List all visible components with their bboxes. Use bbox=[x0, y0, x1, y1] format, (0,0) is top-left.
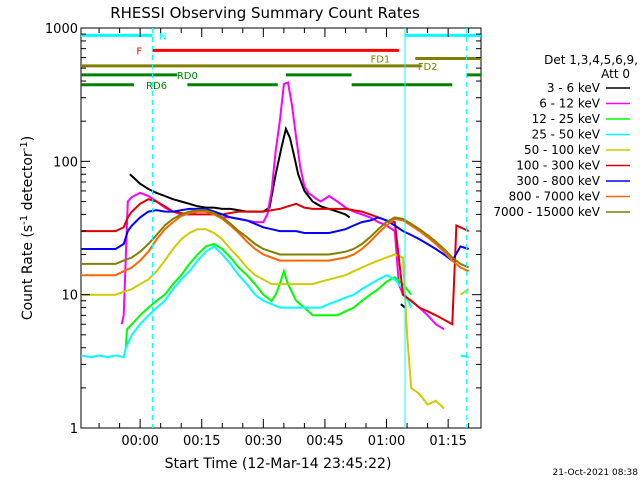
chart-title: RHESSI Observing Summary Count Rates bbox=[110, 4, 420, 22]
legend: Det 1,3,4,5,6,9, Att 0 3 - 6 keV 6 - 12 k… bbox=[493, 53, 638, 219]
series-line-3-6-kev-late bbox=[400, 303, 406, 309]
y-tick-label-10: 10 bbox=[61, 289, 78, 304]
y-tick-label-1000: 1000 bbox=[45, 22, 78, 37]
legend-header-attenuator: Att 0 bbox=[601, 67, 630, 81]
flag-bars-layer: N F FD1 FD2 RD0 RD6 bbox=[81, 31, 481, 92]
legend-label-12-25-kev: 12 - 25 keV bbox=[532, 112, 601, 126]
series-line-100-300-kev bbox=[81, 198, 470, 326]
series-layer bbox=[81, 81, 470, 410]
series-line-300-800-kev bbox=[81, 207, 470, 263]
series-line-800-7000-kev bbox=[81, 210, 470, 277]
y-tick-label-1: 1 bbox=[70, 422, 78, 437]
x-tick-label-00-00: 00:00 bbox=[121, 434, 158, 449]
legend-label-25-50-kev: 25 - 50 keV bbox=[532, 128, 601, 142]
x-tick-label-00-30: 00:30 bbox=[245, 434, 282, 449]
x-axis-label: Start Time (12-Mar-14 23:45:22) bbox=[165, 456, 392, 472]
x-tick-label-00-45: 00:45 bbox=[306, 434, 343, 449]
plot-area: N F FD1 FD2 RD0 RD6 00:00 00:15 00:30 00:45 01:00… bbox=[45, 22, 482, 449]
y-tick-label-100: 100 bbox=[53, 155, 78, 170]
flag-label-n: N bbox=[159, 31, 166, 42]
series-line-12-25-kev bbox=[124, 242, 412, 348]
legend-header-detectors: Det 1,3,4,5,6,9, bbox=[544, 53, 638, 67]
y-axis-label: Count Rate (s-1 detector-1) bbox=[19, 136, 36, 320]
series-line-7000-15000-kev bbox=[81, 209, 470, 269]
x-tick-label-01-00: 01:00 bbox=[368, 434, 405, 449]
footer-timestamp: 21-Oct-2021 08:38 bbox=[553, 468, 639, 478]
legend-label-6-12-kev: 6 - 12 keV bbox=[539, 97, 601, 111]
flag-label-fd2: FD2 bbox=[418, 62, 438, 73]
legend-label-300-800-kev: 300 - 800 keV bbox=[516, 174, 600, 188]
plot-frame bbox=[80, 27, 482, 429]
legend-label-800-7000-kev: 800 - 7000 keV bbox=[509, 190, 601, 204]
legend-label-100-300-kev: 100 - 300 keV bbox=[516, 159, 600, 173]
flag-label-rd6: RD6 bbox=[146, 81, 167, 92]
x-tick-label-01-15: 01:15 bbox=[429, 434, 466, 449]
vertical-markers-layer bbox=[151, 28, 468, 428]
flag-label-rd0: RD0 bbox=[177, 71, 198, 82]
series-line-25-50-kev bbox=[81, 245, 469, 359]
axis-layer: 00:00 00:15 00:30 00:45 01:00 01:15 1 10 100 1000 bbox=[45, 22, 481, 449]
flag-label-fd1: FD1 bbox=[370, 55, 390, 66]
flag-label-f: F bbox=[136, 46, 142, 57]
legend-label-3-6-kev: 3 - 6 keV bbox=[547, 81, 601, 95]
x-tick-label-00-15: 00:15 bbox=[183, 434, 220, 449]
legend-label-50-100-kev: 50 - 100 keV bbox=[524, 143, 601, 157]
legend-label-7000-15000-kev: 7000 - 15000 keV bbox=[493, 205, 600, 219]
series-line-50-100-kev bbox=[81, 228, 470, 410]
